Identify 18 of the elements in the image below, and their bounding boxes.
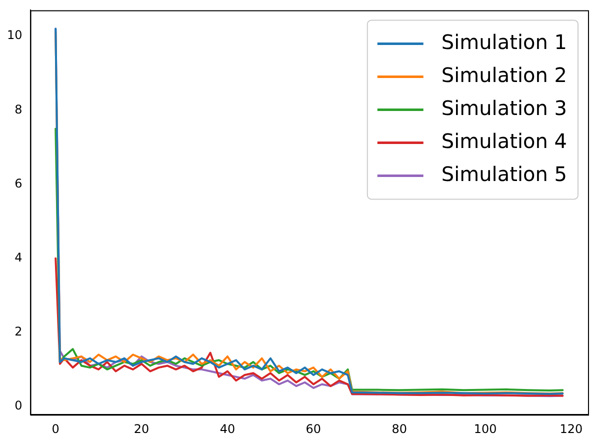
- legend-label: Simulation 1: [441, 30, 568, 54]
- y-tick-label: 8: [14, 102, 22, 116]
- legend-label: Simulation 3: [441, 96, 568, 120]
- legend-label: Simulation 4: [441, 128, 568, 153]
- y-tick-label: 2: [14, 324, 22, 339]
- y-tick-label: 10: [6, 28, 22, 42]
- x-tick-label: 120: [560, 422, 583, 436]
- x-tick-label: 100: [474, 422, 497, 436]
- x-tick-label: 20: [134, 422, 150, 436]
- legend-label: Simulation 5: [441, 162, 568, 186]
- y-tick-label: 6: [14, 176, 22, 190]
- x-tick-label: 0: [52, 422, 60, 436]
- y-tick-label: 0: [14, 398, 22, 413]
- y-tick-label: 4: [14, 250, 22, 264]
- x-tick-label: 60: [306, 422, 322, 436]
- legend-label: Simulation 2: [441, 62, 568, 87]
- x-tick-label: 80: [392, 422, 408, 436]
- x-tick-label: 40: [220, 422, 236, 436]
